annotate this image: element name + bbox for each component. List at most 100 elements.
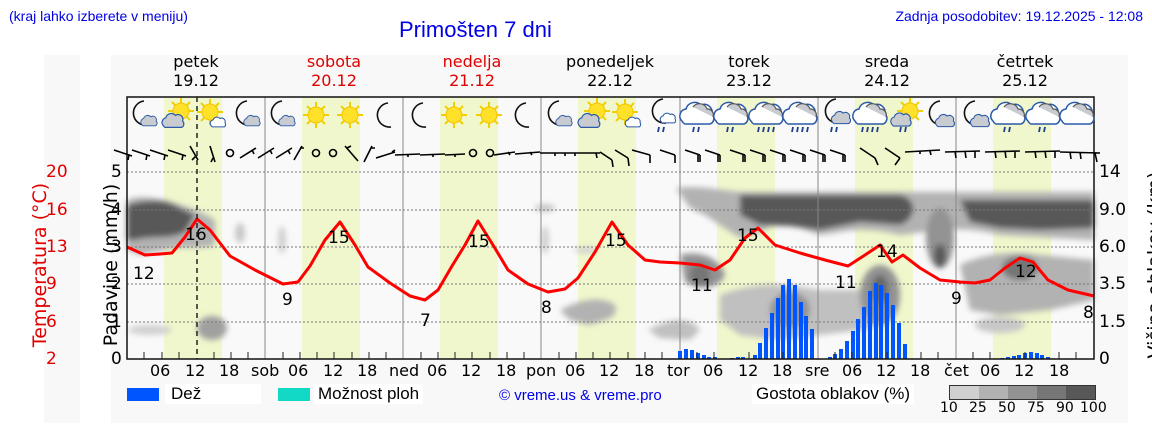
temperature-line	[126, 217, 1095, 302]
density-swatch-25	[979, 386, 1008, 399]
temp-tick: 13	[46, 237, 68, 257]
day-header-cetrtek: četrtek 25.12	[956, 52, 1094, 90]
day-name: sobota	[306, 52, 362, 71]
density-tick: 25	[969, 400, 987, 416]
x-tick: 06	[565, 361, 586, 380]
day-header-sobota: sobota 20.12	[265, 52, 403, 90]
svg-text:8: 8	[1083, 303, 1094, 323]
svg-text:11: 11	[835, 273, 857, 293]
location-menu-hint[interactable]: (kraj lahko izberete v meniju)	[9, 8, 188, 24]
day-name: ponedeljek	[566, 52, 654, 71]
cloud-tick: 14	[1099, 162, 1121, 182]
svg-text:15: 15	[737, 226, 759, 246]
precip-tick: 3	[111, 237, 122, 257]
svg-text:16: 16	[185, 225, 207, 245]
showers-legend-swatch	[278, 388, 310, 401]
x-tick: 12	[323, 361, 344, 380]
day-header-ponedeljek: ponedeljek 22.12	[541, 52, 679, 90]
x-tick: tor	[667, 361, 690, 380]
svg-text:14: 14	[876, 242, 898, 262]
left-panel-bg	[44, 55, 80, 423]
density-swatch-10	[950, 386, 979, 399]
x-tick: pon	[526, 361, 557, 380]
day-date: 24.12	[864, 71, 910, 90]
x-tick: 06	[427, 361, 448, 380]
day-name: sreda	[864, 52, 910, 71]
day-name: nedelja	[442, 52, 502, 71]
x-tick: 18	[772, 361, 793, 380]
cloud-tick: 0	[1099, 349, 1110, 369]
day-name: četrtek	[996, 52, 1054, 71]
x-tick: 18	[496, 361, 517, 380]
wind-barbs-row	[113, 145, 1101, 168]
precip-tick: 1	[111, 312, 122, 332]
svg-text:7: 7	[420, 311, 431, 331]
density-swatch-75	[1037, 386, 1066, 399]
x-tick: 18	[1049, 361, 1070, 380]
rain-bars	[678, 279, 1050, 359]
temp-tick: 16	[46, 200, 68, 220]
x-tick: 18	[634, 361, 655, 380]
x-axis-labels: 06 12 18 sob 06 12 18 ned 06 12 18 pon 0…	[0, 361, 1152, 383]
density-tick: 100	[1080, 400, 1107, 416]
x-tick: 18	[910, 361, 931, 380]
svg-text:9: 9	[951, 289, 962, 309]
x-tick: 18	[219, 361, 240, 380]
page-title: Primošten 7 dni	[399, 17, 552, 42]
density-swatch-90	[1066, 386, 1095, 399]
x-tick: ned	[389, 361, 420, 380]
temp-tick: 2	[46, 349, 57, 369]
svg-text:12: 12	[133, 264, 155, 284]
density-tick: 50	[998, 400, 1016, 416]
x-tick: 12	[185, 361, 206, 380]
x-tick: 12	[738, 361, 759, 380]
x-tick: 06	[150, 361, 171, 380]
x-tick: 06	[842, 361, 863, 380]
x-tick: sre	[805, 361, 830, 380]
showers-legend-label: Možnost ploh	[314, 384, 424, 404]
x-tick: 12	[461, 361, 482, 380]
day-date: 20.12	[311, 71, 357, 90]
day-header-petek: petek 19.12	[127, 52, 265, 90]
temp-tick: 20	[46, 162, 68, 182]
x-tick: 12	[876, 361, 897, 380]
temperature-extreme-labels: 12 16 9 15 7 15 8 15 11 15 11 14 9 12 8	[133, 225, 1094, 331]
density-swatch-50	[1008, 386, 1037, 399]
day-date: 19.12	[173, 71, 219, 90]
copyright-link[interactable]: © vreme.us & vreme.pro	[499, 387, 662, 404]
cloud-density-area	[127, 187, 1094, 340]
cloud-density-label: Gostota oblakov (%)	[752, 384, 915, 404]
x-tick: 12	[599, 361, 620, 380]
svg-text:15: 15	[468, 232, 490, 252]
precip-tick: 5	[111, 162, 122, 182]
day-date: 22.12	[587, 71, 633, 90]
cloud-density-colorbar	[949, 385, 1096, 400]
svg-text:15: 15	[605, 231, 627, 251]
svg-text:15: 15	[328, 228, 350, 248]
day-header-nedelja: nedelja 21.12	[403, 52, 541, 90]
svg-text:11: 11	[691, 276, 713, 296]
last-update: Zadnja posodobitev: 19.12.2025 - 12:08	[895, 8, 1143, 24]
x-minor-ticks	[143, 352, 1077, 359]
precip-tick: 2	[111, 274, 122, 294]
cloud-tick: 1.5	[1099, 312, 1127, 332]
temp-tick: 6	[46, 312, 57, 332]
cloud-tick: 6.0	[1099, 237, 1127, 257]
density-tick: 10	[940, 400, 958, 416]
density-tick: 75	[1027, 400, 1045, 416]
rain-legend-label: Dež	[165, 384, 261, 404]
day-header-torek: torek 23.12	[680, 52, 818, 90]
day-name: petek	[173, 52, 219, 71]
x-tick: 18	[357, 361, 378, 380]
x-tick: 06	[288, 361, 309, 380]
svg-text:12: 12	[1015, 262, 1037, 282]
cloud-tick: 3.5	[1099, 274, 1127, 294]
x-tick: sob	[251, 361, 280, 380]
svg-text:9: 9	[282, 290, 293, 310]
day-date: 25.12	[1002, 71, 1048, 90]
rain-legend-swatch	[127, 388, 159, 401]
cloud-tick: 9.0	[1099, 200, 1127, 220]
day-name: torek	[728, 52, 770, 71]
temp-tick: 9	[46, 274, 57, 294]
